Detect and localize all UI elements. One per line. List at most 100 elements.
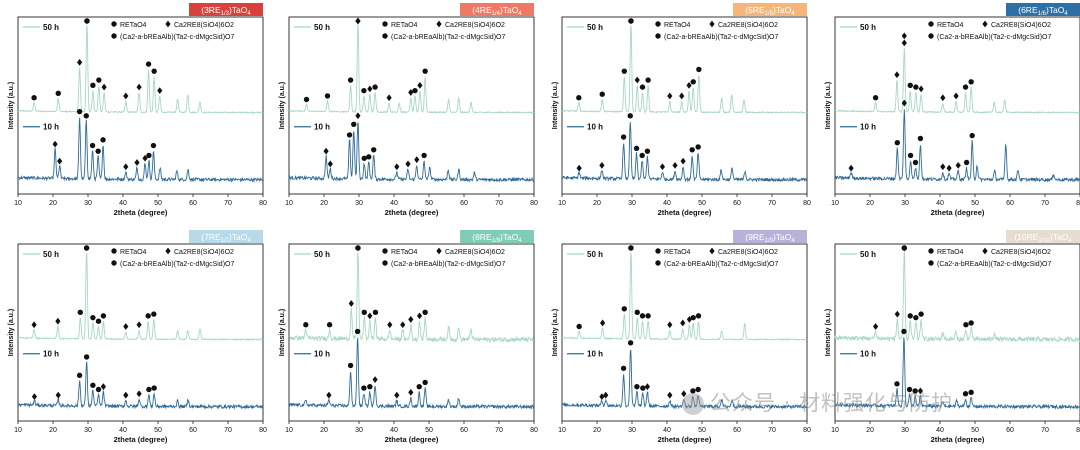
diamond-marker [603, 391, 609, 399]
legend-ca2re8-label: Ca2RE8(SiO4)6O2 [718, 249, 778, 256]
x-tick-label: 50 [698, 427, 706, 434]
circle-marker [969, 132, 975, 139]
legend-ca2re8-label: Ca2RE8(SiO4)6O2 [174, 22, 234, 29]
diamond-marker [367, 312, 373, 320]
circle-marker [576, 323, 582, 330]
circle-marker [894, 381, 900, 387]
series-label-10h: 10 h [860, 350, 876, 359]
circle-marker [634, 309, 640, 316]
circle-marker [690, 314, 696, 321]
series-label-50h: 50 h [314, 250, 330, 259]
diamond-marker [323, 147, 329, 155]
legend-retao4-label: RETaO4 [391, 22, 418, 29]
x-tick-label: 30 [628, 427, 636, 434]
legend-ca2-icon [111, 33, 117, 39]
circle-marker [412, 87, 418, 94]
circle-marker [627, 113, 633, 119]
circle-marker [912, 388, 918, 394]
plot-frame [17, 243, 264, 422]
diamond-marker [100, 383, 106, 391]
legend-ca2re8-icon [165, 20, 171, 28]
diamond-marker [327, 160, 333, 168]
x-tick-label: 40 [390, 427, 398, 434]
legend-retao4-icon [655, 248, 661, 254]
x-tick-label: 50 [425, 427, 433, 434]
plot-frame [834, 16, 1080, 195]
plot-frame [561, 16, 808, 195]
circle-marker [324, 93, 331, 99]
title-badge [189, 3, 263, 16]
legend-ca2re8-icon [709, 247, 715, 255]
circle-marker [634, 383, 640, 390]
y-axis-label: Intensity (a.u.) [279, 82, 286, 129]
circle-marker [96, 77, 102, 83]
diamond-marker [367, 85, 373, 93]
title-badge [1006, 230, 1080, 243]
circle-marker [31, 95, 37, 101]
x-tick-label: 70 [495, 200, 503, 207]
legend-ca2re8-icon [709, 20, 715, 28]
circle-marker [347, 77, 354, 83]
legend-ca2-icon [382, 260, 388, 266]
diamond-marker [123, 163, 129, 171]
diamond-marker [681, 390, 687, 398]
legend-retao4-label: RETaO4 [664, 22, 691, 29]
diamond-marker [55, 391, 61, 399]
circle-marker [76, 108, 83, 115]
legend-ca2-label: (Ca2-a-bREaAlb)(Ta2-c-dMgcSid)O7 [120, 34, 234, 41]
x-tick-label: 50 [154, 427, 162, 434]
legend-retao4-icon [382, 21, 388, 27]
x-tick-label: 10 [831, 200, 839, 207]
series-label-50h: 50 h [314, 23, 330, 32]
x-tick-label: 80 [259, 200, 267, 207]
diamond-marker [672, 161, 678, 169]
circle-marker [150, 142, 157, 149]
circle-marker [90, 314, 96, 321]
x-tick-label: 10 [14, 200, 22, 207]
diamond-marker [386, 94, 392, 102]
circle-marker [77, 309, 84, 316]
legend-ca2-label: (Ca2-a-bREaAlb)(Ta2-c-dMgcSid)O7 [120, 261, 234, 268]
series-50h-line [289, 251, 535, 344]
diamond-marker [372, 376, 378, 383]
circle-marker [366, 154, 372, 160]
x-axis-label: 2theta (degree) [385, 208, 439, 217]
circle-marker [968, 389, 974, 396]
diamond-marker [387, 321, 393, 329]
x-tick-label: 70 [224, 200, 232, 207]
xrd-panel-4: 10 20 30 40 50 60 70 80 2theta (degree) Intensity… [825, 3, 1080, 217]
legend-retao4-label: RETaO4 [937, 249, 964, 256]
x-tick-label: 80 [803, 427, 811, 434]
legend-ca2-label: (Ca2-a-bREaAlb)(Ta2-c-dMgcSid)O7 [391, 261, 505, 268]
diamond-marker [940, 163, 946, 171]
circle-marker [100, 137, 106, 143]
circle-marker [640, 385, 646, 391]
circle-marker [695, 313, 702, 319]
circle-marker [690, 79, 696, 85]
diamond-marker [667, 321, 673, 329]
circle-marker [151, 68, 157, 74]
circle-marker [639, 152, 645, 159]
legend-retao4-label: RETaO4 [120, 22, 147, 29]
diamond-marker [894, 71, 900, 79]
panel-title: (10RE1/10)TaO4 [1014, 232, 1072, 244]
circle-marker [912, 159, 919, 166]
circle-marker [644, 148, 651, 154]
circle-marker [83, 354, 90, 360]
x-tick-label: 80 [530, 427, 538, 434]
diamond-marker [408, 316, 414, 323]
x-axis-label: 2theta (degree) [931, 208, 985, 217]
xrd-panel-6: 10 20 30 40 50 60 70 80 2theta (degree) Intensity… [279, 230, 538, 444]
x-tick-label: 20 [593, 427, 601, 434]
circle-marker [355, 245, 361, 251]
series-label-50h: 50 h [860, 23, 876, 32]
circle-marker [372, 84, 378, 90]
diamond-marker [918, 85, 924, 93]
series-label-10h: 10 h [314, 350, 330, 359]
diamond-marker [52, 140, 58, 148]
plot-frame [17, 16, 264, 195]
series-50h-line [17, 252, 264, 341]
circle-marker [901, 328, 907, 335]
